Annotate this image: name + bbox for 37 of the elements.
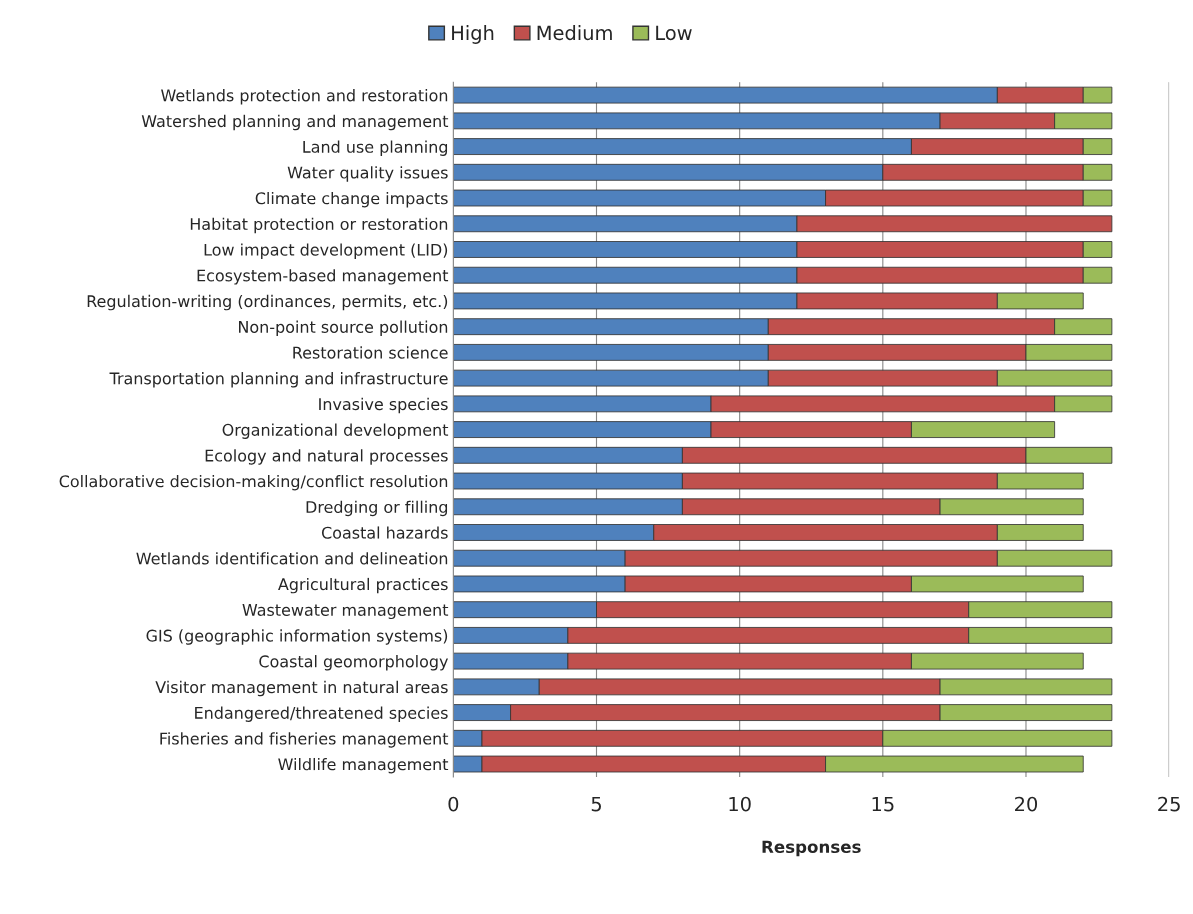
y-tick-label: Wetlands identification and delineation — [136, 552, 448, 565]
x-tick-label: 15 — [872, 796, 894, 812]
x-tick-label: 25 — [1158, 796, 1180, 812]
y-tick-label: Invasive species — [319, 397, 448, 414]
x-tick-label: 0 — [448, 796, 459, 812]
y-tick-label: Land use planning — [303, 140, 448, 156]
x-tick-label: 5 — [591, 796, 601, 812]
y-tick-label: GIS (geographic information systems) — [146, 629, 448, 645]
y-tick-label: Watershed planning and management — [141, 114, 449, 131]
y-tick-label: Dredging or filling — [306, 500, 448, 517]
y-tick-label: Ecology and natural processes — [205, 449, 448, 465]
y-tick-label: Wildlife management — [278, 757, 449, 774]
y-tick-label: Coastal hazards — [321, 526, 448, 539]
y-tick-label: Wetlands protection and restoration — [161, 89, 448, 105]
y-tick-label: Agricultural practices — [278, 577, 448, 594]
y-tick-label: Regulation-writing (ordinances, permits, etc.) — [87, 294, 448, 311]
y-tick-label: Low impact development (LID) — [204, 243, 448, 259]
y-tick-label: Habitat protection or restoration — [190, 217, 448, 234]
x-axis-title: Responses — [762, 840, 861, 857]
y-tick-label: Non-point source pollution — [239, 320, 448, 337]
legend-label: High — [452, 25, 494, 44]
y-tick-label: Ecosystem-based management — [197, 269, 449, 285]
y-tick-label: Restoration science — [293, 346, 448, 359]
y-tick-label: Water quality issues — [287, 166, 448, 182]
legend-label: Medium — [537, 25, 612, 41]
y-tick-label: Wastewater management — [242, 604, 449, 620]
x-tick-label: 20 — [1015, 796, 1038, 812]
y-tick-label: Climate change impacts — [255, 191, 448, 208]
y-tick-label: Collaborative decision-making/conflict resolution — [59, 474, 448, 491]
y-tick-label: Coastal geomorphology — [259, 655, 448, 671]
x-tick-label: 10 — [729, 796, 751, 812]
y-tick-label: Visitor management in natural areas — [155, 680, 448, 697]
y-tick-label: Organizational development — [222, 423, 449, 439]
legend-label: Low — [656, 25, 692, 41]
y-tick-label: Transportation planning and infrastructure — [109, 372, 448, 388]
y-tick-label: Endangered/threatened species — [195, 706, 448, 722]
y-tick-label: Fisheries and fisheries management — [160, 732, 449, 748]
